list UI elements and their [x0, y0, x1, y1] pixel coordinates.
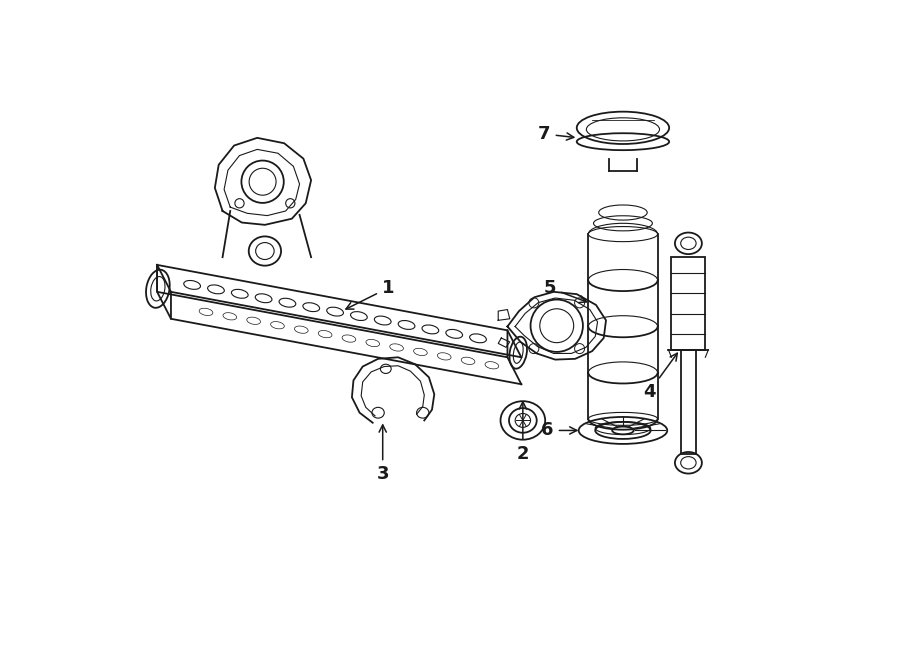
- Text: 6: 6: [541, 422, 577, 440]
- Text: 5: 5: [544, 279, 587, 303]
- Text: 4: 4: [643, 353, 678, 401]
- Text: 2: 2: [517, 402, 529, 463]
- Text: 7: 7: [538, 125, 574, 143]
- Text: 1: 1: [346, 279, 394, 309]
- Text: 3: 3: [376, 425, 389, 483]
